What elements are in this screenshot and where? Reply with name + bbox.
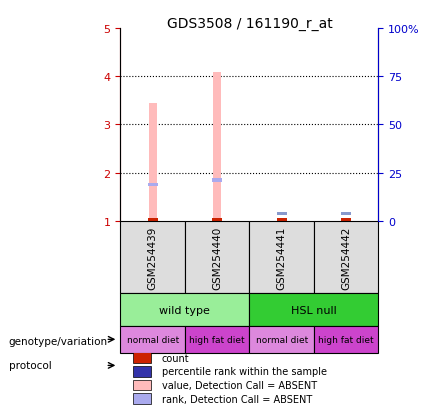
Text: percentile rank within the sample: percentile rank within the sample [162,366,327,377]
Text: rank, Detection Call = ABSENT: rank, Detection Call = ABSENT [162,394,312,404]
FancyBboxPatch shape [314,327,378,354]
Bar [212,179,222,182]
Bar [133,394,151,404]
Bar [276,212,287,216]
FancyBboxPatch shape [314,221,378,294]
FancyBboxPatch shape [249,294,378,327]
Text: high fat diet: high fat diet [189,336,245,344]
Bar [341,212,351,216]
Text: value, Detection Call = ABSENT: value, Detection Call = ABSENT [162,380,317,390]
FancyBboxPatch shape [249,221,314,294]
Text: normal diet: normal diet [255,336,308,344]
Text: protocol: protocol [9,361,51,370]
Text: GSM254442: GSM254442 [341,226,351,289]
Text: HSL null: HSL null [291,305,337,315]
Text: high fat diet: high fat diet [318,336,374,344]
Bar [133,380,151,390]
Bar [213,73,221,221]
FancyBboxPatch shape [185,327,249,354]
FancyBboxPatch shape [185,221,249,294]
Text: GSM254441: GSM254441 [276,226,287,289]
Bar [133,366,151,377]
Text: count: count [162,353,189,363]
Text: GDS3508 / 161190_r_at: GDS3508 / 161190_r_at [166,17,332,31]
Text: wild type: wild type [160,305,210,315]
FancyBboxPatch shape [249,327,314,354]
Bar [212,219,222,221]
Text: GSM254440: GSM254440 [212,226,222,289]
Text: genotype/variation: genotype/variation [9,336,108,346]
Bar [147,183,158,187]
FancyBboxPatch shape [120,221,185,294]
Text: GSM254439: GSM254439 [147,226,158,289]
Bar [341,219,351,221]
Bar [147,219,158,221]
Bar [276,219,287,221]
Text: normal diet: normal diet [126,336,179,344]
Bar [133,353,151,363]
FancyBboxPatch shape [120,294,249,327]
FancyBboxPatch shape [120,327,185,354]
Bar [149,104,157,221]
